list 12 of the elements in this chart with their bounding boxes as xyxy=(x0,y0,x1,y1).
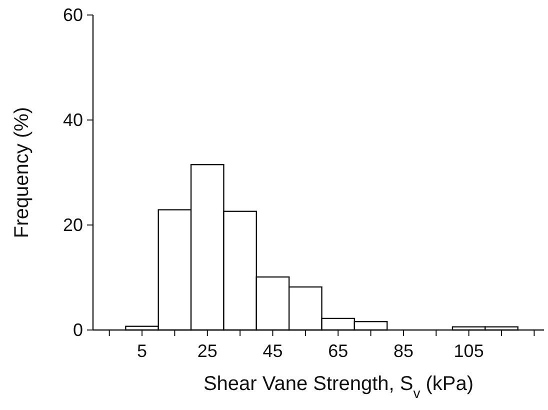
x-tick-label: 5 xyxy=(137,341,148,361)
y-tick-label: 20 xyxy=(62,215,83,235)
x-tick-label: 45 xyxy=(262,341,283,361)
x-tick-label: 25 xyxy=(197,341,218,361)
x-tick-label: 65 xyxy=(328,341,348,361)
y-tick-label: 40 xyxy=(62,110,83,130)
x-axis-title: Shear Vane Strength, S$_{v}$ (kPa) xyxy=(203,373,474,401)
x-tick-label: 85 xyxy=(393,341,414,361)
y-tick-label: 0 xyxy=(72,320,83,340)
y-tick-label: 60 xyxy=(62,5,83,25)
y-axis-title: Frequency (%) xyxy=(11,106,33,238)
x-tick-label: 105 xyxy=(454,341,484,361)
